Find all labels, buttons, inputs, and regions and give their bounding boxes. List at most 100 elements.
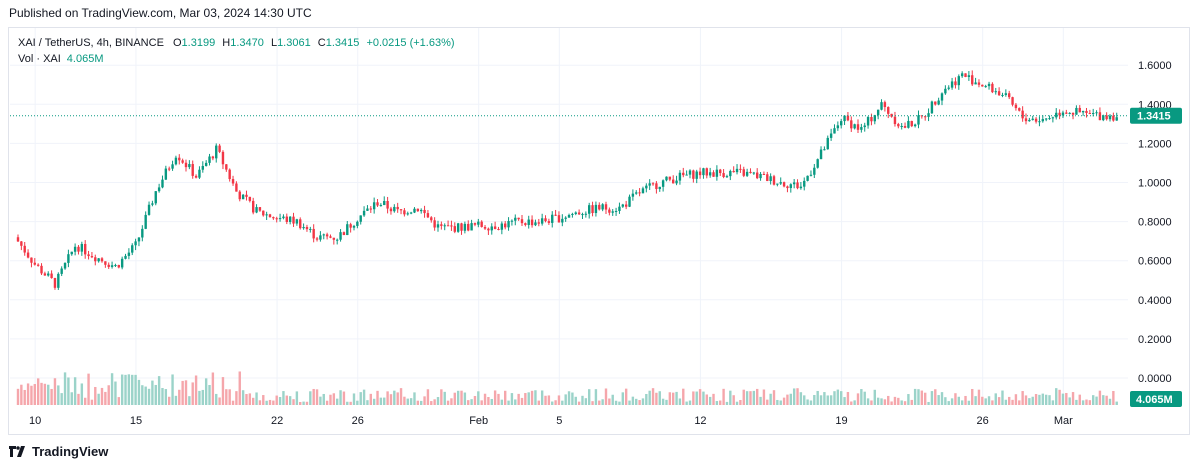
candle-body (561, 218, 564, 223)
close-key: C (317, 37, 326, 49)
volume-bar (611, 394, 614, 405)
volume-bar (675, 391, 678, 405)
candle-body (137, 237, 141, 242)
candle-body (262, 210, 265, 216)
candle-body (282, 216, 285, 219)
volume-bar (621, 392, 624, 405)
volume-bar (278, 396, 282, 405)
volume-bar (823, 392, 826, 405)
volume-bar (413, 392, 416, 405)
price-candles (16, 70, 1118, 290)
candle-body (826, 137, 829, 150)
symbol-label[interactable]: XAI / TetherUS, 4h, BINANCE (18, 37, 164, 49)
candle-body (194, 175, 198, 178)
tradingview-footer[interactable]: TradingView (9, 444, 108, 459)
candle-body (1038, 121, 1041, 123)
volume-bar (772, 390, 776, 405)
volume-bar (651, 388, 655, 405)
volume-bar (688, 400, 692, 405)
candle-body (1034, 118, 1038, 122)
volume-bar (500, 399, 504, 405)
candle-body (329, 236, 332, 238)
volume-bar (964, 395, 967, 405)
candle-body (752, 172, 756, 174)
candle-body (396, 206, 399, 210)
candle-body (840, 121, 843, 126)
volume-bar (517, 393, 520, 405)
volume-bar (376, 390, 379, 405)
volume-value: 4.065M (66, 53, 104, 65)
candle-body (816, 159, 819, 168)
candle-body (772, 176, 776, 185)
candle-body (1088, 113, 1092, 115)
candle-body (218, 145, 221, 152)
volume-bar (917, 389, 920, 405)
candle-body (813, 167, 816, 175)
volume-bar (215, 393, 218, 405)
candle-body (708, 172, 712, 176)
volume-bar (850, 401, 853, 405)
volume-bar (416, 400, 420, 405)
candle-body (756, 172, 759, 179)
volume-bar (265, 400, 268, 405)
candle-body (90, 256, 94, 258)
candle-body (1102, 115, 1105, 121)
volume-bar (692, 391, 695, 405)
volume-bar (792, 388, 796, 405)
volume-bar (544, 395, 547, 405)
volume-bar (231, 400, 235, 405)
volume-bar (557, 395, 561, 405)
volume-bar (346, 401, 349, 405)
candle-body (766, 174, 769, 182)
volume-bar (30, 385, 33, 405)
volume-bar (26, 383, 30, 405)
candle-body (631, 193, 635, 197)
candle-body (903, 125, 907, 128)
volume-bar (67, 377, 70, 405)
candle-body (624, 204, 628, 207)
published-caption: Published on TradingView.com, Mar 03, 20… (9, 6, 312, 20)
candle-body (147, 204, 151, 215)
candle-body (668, 176, 672, 180)
candle-body (544, 218, 547, 222)
candle-body (456, 223, 460, 232)
volume-bar (1044, 394, 1048, 405)
volume-bar (782, 397, 786, 405)
volume-bar (927, 401, 930, 405)
candle-body (806, 175, 809, 181)
x-tick-label: 10 (29, 415, 41, 427)
time-axis[interactable]: 10 15 22 26 Feb 5 12 19 26 Mar (29, 415, 1073, 427)
volume-bar (641, 398, 645, 405)
x-tick-label: 15 (130, 415, 142, 427)
candle-body (409, 212, 413, 214)
volume-bar (786, 394, 789, 405)
candle-body (601, 204, 604, 210)
volume-bar (151, 380, 154, 405)
volume-bar (853, 400, 856, 405)
candle-body (1105, 115, 1108, 120)
candle-body (514, 217, 517, 221)
volume-bar (372, 398, 376, 405)
candle-body (50, 273, 53, 279)
volume-bar (312, 388, 315, 405)
volume-bar (588, 389, 591, 405)
candle-body (63, 262, 67, 269)
volume-bar (379, 397, 383, 405)
volume-bar (1081, 400, 1085, 405)
volume-bar (241, 390, 245, 405)
volume-bar (981, 396, 984, 405)
candle-body (336, 239, 339, 241)
candle-body (168, 168, 171, 170)
candle-body (594, 204, 598, 214)
candle-body (873, 115, 876, 122)
candle-body (1008, 93, 1011, 98)
volume-bar (1011, 399, 1014, 405)
candle-body (1115, 117, 1118, 121)
volume-label[interactable]: Vol · XAI (18, 53, 61, 65)
candle-body (913, 124, 917, 127)
candle-body (782, 182, 786, 187)
candle-body (883, 102, 887, 108)
candle-body (413, 208, 416, 213)
candle-body (1048, 118, 1051, 120)
